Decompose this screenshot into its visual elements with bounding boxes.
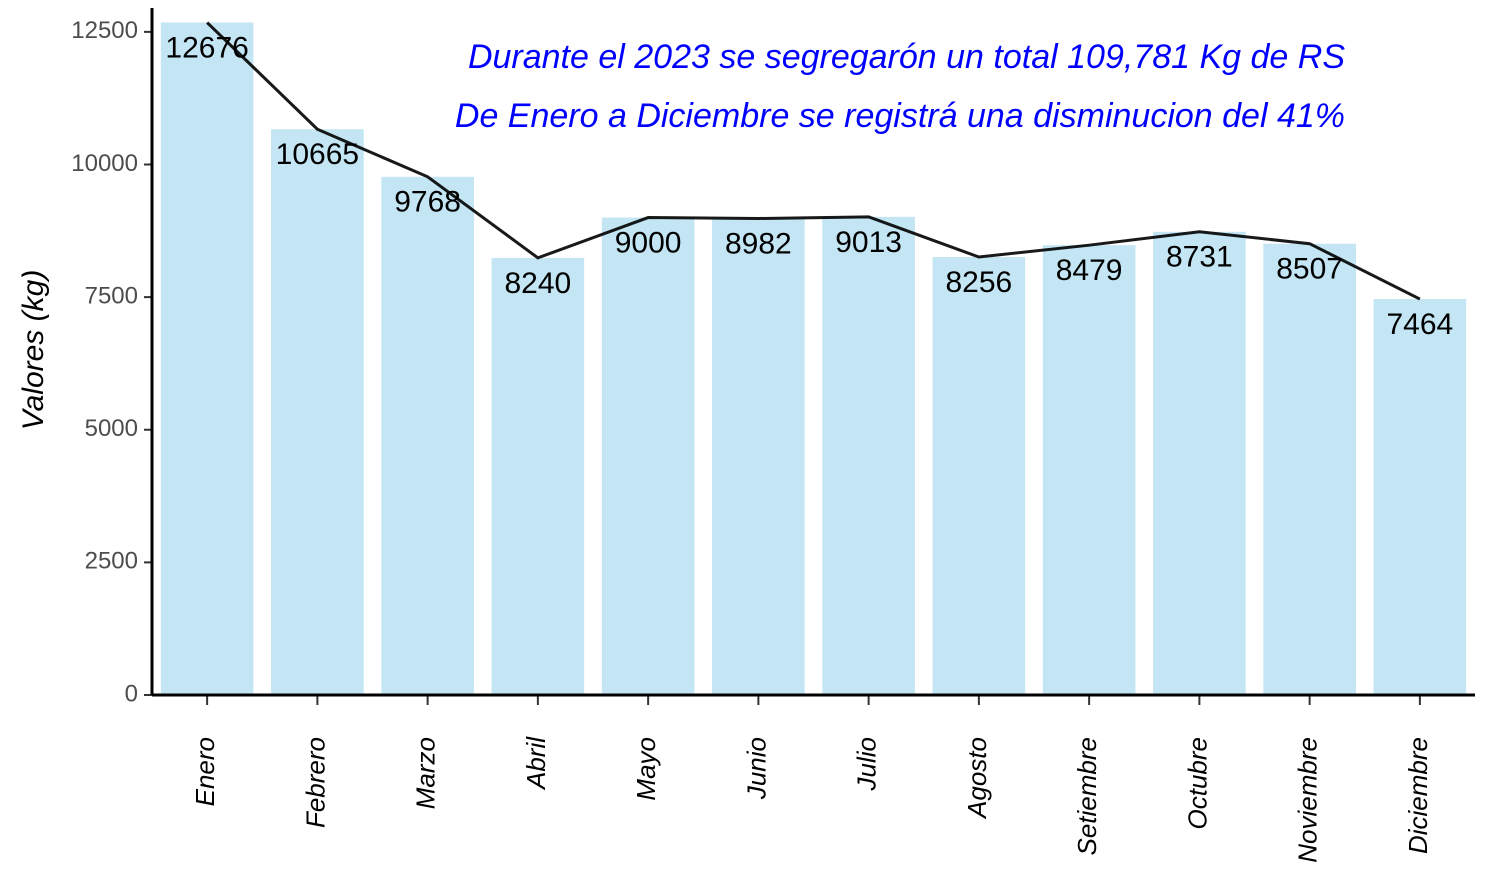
y-tick-label: 7500 — [85, 282, 138, 309]
y-axis-label: Valores (kg) — [17, 270, 50, 431]
value-label: 9000 — [615, 226, 682, 259]
bar — [822, 216, 915, 695]
value-label: 9013 — [835, 226, 902, 259]
bar — [712, 218, 805, 695]
y-tick-label: 0 — [125, 680, 138, 707]
x-tick-label: Agosto — [962, 737, 992, 820]
x-tick-label: Febrero — [300, 737, 330, 828]
y-tick-label: 2500 — [85, 548, 138, 575]
value-label: 9768 — [394, 186, 461, 219]
y-tick-label: 12500 — [71, 17, 138, 44]
bar — [160, 22, 254, 695]
x-tick-label: Diciembre — [1403, 737, 1433, 854]
bar — [1042, 245, 1136, 695]
x-tick-label: Marzo — [411, 737, 441, 809]
value-label: 8256 — [946, 266, 1013, 299]
bar — [491, 257, 585, 695]
value-label: 12676 — [165, 31, 248, 64]
bar — [381, 176, 474, 695]
value-label: 8479 — [1056, 254, 1123, 287]
x-tick-label: Octubre — [1182, 737, 1212, 830]
value-label: 7464 — [1387, 308, 1454, 341]
x-tick-label: Enero — [190, 737, 220, 806]
x-tick-label: Noviembre — [1293, 737, 1323, 863]
x-tick-label: Setiembre — [1072, 737, 1102, 856]
value-label: 10665 — [276, 138, 359, 171]
annotation: Durante el 2023 se segregarón un total 1… — [468, 38, 1345, 76]
bar — [1373, 299, 1467, 695]
value-label: 8731 — [1166, 241, 1233, 274]
x-tick-label: Abril — [521, 736, 551, 791]
bar — [601, 217, 695, 695]
bar — [932, 257, 1026, 695]
y-tick-label: 10000 — [71, 150, 138, 177]
y-tick-label: 5000 — [85, 415, 138, 442]
trend-line — [206, 21, 1421, 301]
x-tick-label: Junio — [741, 737, 771, 800]
bar — [271, 129, 364, 695]
bar — [1263, 243, 1356, 695]
value-label: 8507 — [1276, 253, 1343, 286]
value-label: 8982 — [725, 227, 792, 260]
x-tick-label: Julio — [852, 737, 882, 791]
annotation: De Enero a Diciembre se registrá una dis… — [455, 97, 1345, 135]
x-tick-label: Mayo — [631, 737, 661, 801]
value-label: 8240 — [505, 267, 572, 300]
bar — [1153, 231, 1246, 695]
